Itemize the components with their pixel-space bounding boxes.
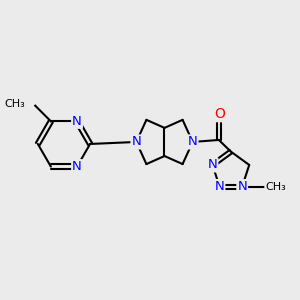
Text: N: N	[131, 136, 141, 148]
Text: N: N	[188, 136, 197, 148]
Text: N: N	[208, 158, 218, 171]
Text: O: O	[214, 107, 225, 121]
Text: N: N	[237, 180, 247, 193]
Text: CH₃: CH₃	[265, 182, 286, 191]
Text: CH₃: CH₃	[4, 99, 25, 109]
Text: N: N	[214, 180, 224, 193]
Text: N: N	[72, 115, 82, 128]
Text: N: N	[72, 160, 82, 173]
